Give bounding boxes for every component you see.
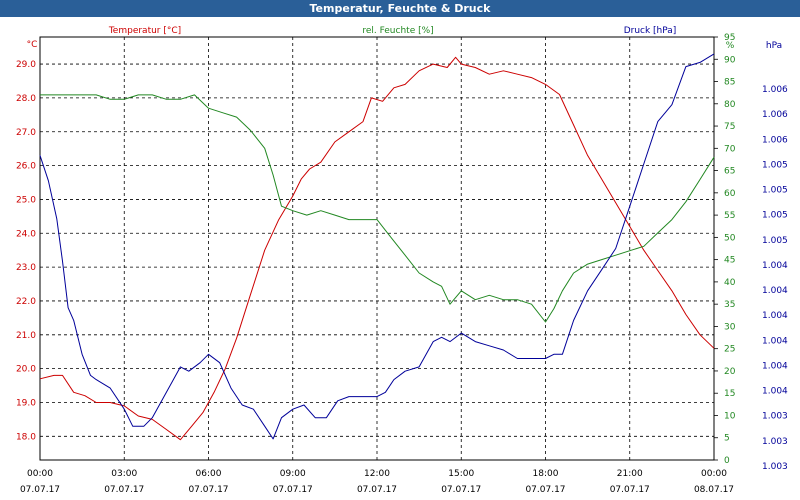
time-tick-label: 00:00 xyxy=(701,469,727,479)
humidity-tick-label: 60 xyxy=(724,189,736,199)
pressure-tick-label: 1.003 xyxy=(762,462,788,472)
date-tick-label: 07.07.17 xyxy=(357,485,397,495)
humidity-tick-label: 50 xyxy=(724,233,736,243)
temperature-tick-label: 20.0 xyxy=(16,365,36,375)
series-lines xyxy=(39,53,715,441)
pressure-tick-label: 1.004 xyxy=(762,361,788,371)
humidity-tick-label: 30 xyxy=(724,322,736,332)
temperature-tick-label: 26.0 xyxy=(16,162,36,172)
humidity-tick-label: 45 xyxy=(724,256,735,266)
humidity-tick-label: 35 xyxy=(724,300,735,310)
pressure-tick-label: 1.004 xyxy=(762,387,788,397)
humidity-tick-label: 20 xyxy=(724,367,736,377)
pressure-unit: hPa xyxy=(766,41,782,51)
pressure-tick-label: 1.003 xyxy=(762,412,788,422)
pressure-tick-label: 1.004 xyxy=(762,336,788,346)
temperature-tick-label: 29.0 xyxy=(16,60,36,70)
date-tick-label: 07.07.17 xyxy=(20,485,60,495)
humidity-tick-label: 85 xyxy=(724,78,735,88)
temperature-tick-label: 21.0 xyxy=(16,331,36,341)
humidity-tick-label: 5 xyxy=(724,434,730,444)
plot-frame xyxy=(39,36,715,461)
time-tick-label: 21:00 xyxy=(617,469,643,479)
humidity-tick-label: 25 xyxy=(724,345,735,355)
humidity-tick-label: 10 xyxy=(724,411,736,421)
pressure-tick-label: 1.006 xyxy=(762,85,788,95)
pressure-tick-label: 1.006 xyxy=(762,135,788,145)
chart-area: 18.0 19.0 20.0 21.0 22.0 23.0 24.0 25.0 26.0 27.0… xyxy=(16,26,788,495)
temperature-tick-label: 25.0 xyxy=(16,195,36,205)
humidity-tick-label: 70 xyxy=(724,144,736,154)
temperature-tick-label: 19.0 xyxy=(16,398,36,408)
pressure-tick-label: 1.005 xyxy=(762,211,788,221)
pressure-tick-label: 1.005 xyxy=(762,236,788,246)
humidity-tick-label: 90 xyxy=(724,55,736,65)
time-tick-label: 09:00 xyxy=(280,469,306,479)
temperature-tick-label: 23.0 xyxy=(16,263,36,273)
pressure-tick-label: 1.004 xyxy=(762,261,788,271)
time-tick-label: 12:00 xyxy=(364,469,390,479)
date-tick-label: 07.07.17 xyxy=(188,485,228,495)
humidity-tick-label: 75 xyxy=(724,122,735,132)
humidity-axis: 0 5 10 15 20 25 30 35 40 45 50 55 60 65 70 75 80 85 90 95 xyxy=(714,33,736,466)
date-tick-label: 07.07.17 xyxy=(441,485,481,495)
temperature-tick-label: 22.0 xyxy=(16,297,36,307)
humidity-tick-label: 95 xyxy=(724,33,735,43)
time-tick-label: 18:00 xyxy=(533,469,559,479)
date-tick-label: 07.07.17 xyxy=(104,485,144,495)
pressure-tick-label: 1.003 xyxy=(762,437,788,447)
date-tick-label: 07.07.17 xyxy=(273,485,313,495)
humidity-tick-label: 55 xyxy=(724,211,735,221)
pressure-tick-label: 1.005 xyxy=(762,160,788,170)
time-tick-label: 15:00 xyxy=(448,469,474,479)
date-tick-label: 07.07.17 xyxy=(610,485,650,495)
date-tick-label: 07.07.17 xyxy=(525,485,565,495)
series-title-temperature: Temperatur [°C] xyxy=(108,26,181,36)
temperature-tick-label: 28.0 xyxy=(16,94,36,104)
pressure-tick-label: 1.004 xyxy=(762,286,788,296)
humidity-tick-label: 65 xyxy=(724,167,735,177)
humidity-tick-label: 40 xyxy=(724,278,736,288)
time-tick-label: 03:00 xyxy=(111,469,137,479)
time-axis: 00:00 07.07.17 03:00 07.07.17 06:00 07.07.17 0… xyxy=(20,469,734,495)
pressure-tick-label: 1.004 xyxy=(762,311,788,321)
time-tick-label: 00:00 xyxy=(27,469,53,479)
pressure-tick-label: 1.005 xyxy=(762,186,788,196)
pressure-tick-label: 1.006 xyxy=(762,110,788,120)
series-title-humidity: rel. Feuchte [%] xyxy=(362,26,433,36)
series-title-pressure: Druck [hPa] xyxy=(624,26,677,36)
grid-lines xyxy=(40,37,714,460)
humidity-tick-label: 0 xyxy=(724,456,730,466)
pressure-series-line xyxy=(39,53,715,440)
pressure-axis: 1.003 1.003 1.003 1.004 1.004 1.004 1.004 1.004… xyxy=(762,85,788,472)
temperature-tick-label: 27.0 xyxy=(16,128,36,138)
temperature-series-line xyxy=(39,56,715,441)
temperature-tick-label: 24.0 xyxy=(16,229,36,239)
humidity-series-line xyxy=(40,94,715,323)
temperature-axis: 18.0 19.0 20.0 21.0 22.0 23.0 24.0 25.0 26.0 27.0… xyxy=(16,60,36,442)
time-tick-label: 06:00 xyxy=(196,469,222,479)
humidity-unit: % xyxy=(726,41,735,51)
humidity-tick-label: 80 xyxy=(724,100,736,110)
temperature-tick-label: 18.0 xyxy=(16,432,36,442)
temperature-unit: °C xyxy=(27,40,38,50)
humidity-tick-label: 15 xyxy=(724,389,735,399)
chart-title: Temperatur, Feuchte & Druck xyxy=(0,0,800,17)
date-tick-label: 08.07.17 xyxy=(694,485,734,495)
